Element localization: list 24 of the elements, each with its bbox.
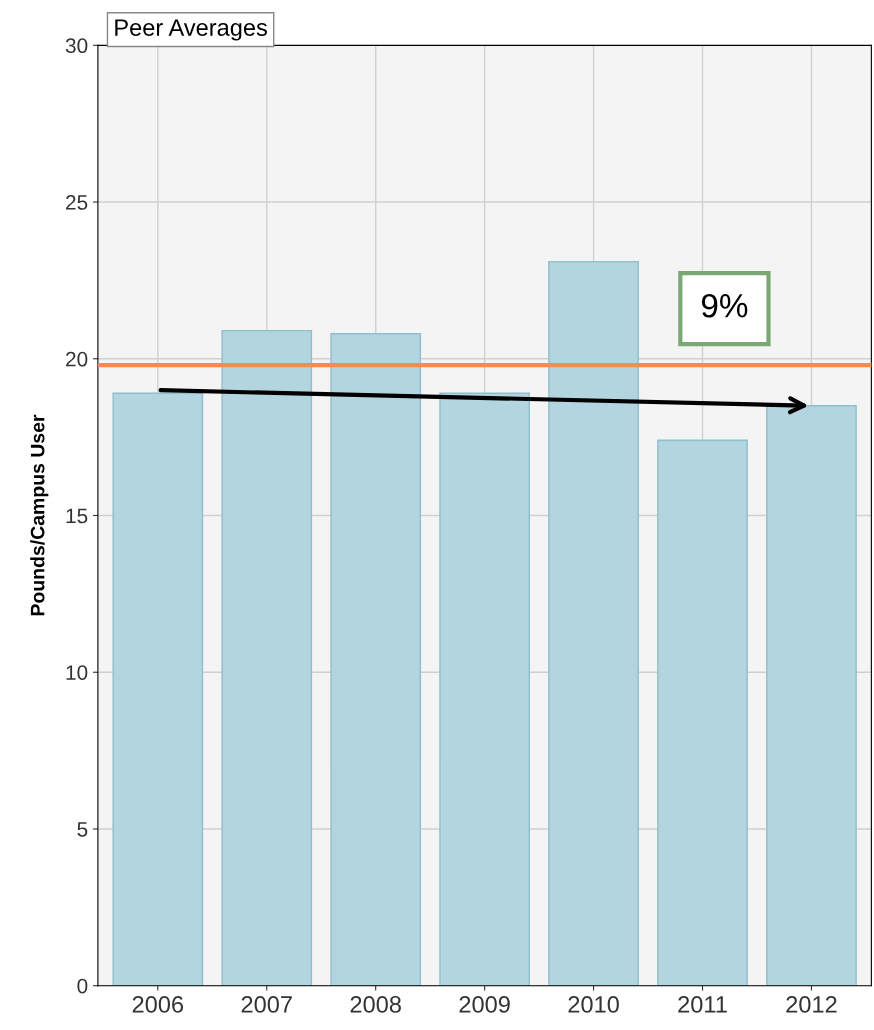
y-tick-label: 20 [66, 351, 88, 367]
bar [766, 405, 857, 986]
bar [548, 260, 639, 986]
x-tick-label: 2007 [241, 996, 292, 1013]
x-tick-label: 2006 [132, 996, 184, 1013]
y-tick-label: 0 [77, 978, 88, 994]
y-tick-label: 10 [66, 665, 88, 680]
bar [112, 392, 204, 986]
x-tick-label: 2011 [678, 996, 727, 1013]
x-tick-label: 2012 [786, 996, 837, 1013]
bar [657, 439, 748, 986]
bar [221, 329, 313, 986]
bar [330, 333, 422, 986]
y-tick-label: 15 [66, 508, 88, 524]
chart-title: Peer Averages [115, 19, 267, 41]
bar [439, 392, 530, 986]
y-tick-label: 30 [65, 38, 88, 54]
y-axis-title: Pounds/Campus User [30, 414, 49, 616]
x-tick-label: 2009 [459, 996, 510, 1013]
annotation: 9% [701, 293, 748, 318]
y-tick-label: 25 [66, 195, 88, 210]
x-tick-label: 2010 [568, 996, 619, 1013]
x-tick-label: 2008 [350, 996, 401, 1013]
y-tick-label: 5 [77, 822, 88, 837]
